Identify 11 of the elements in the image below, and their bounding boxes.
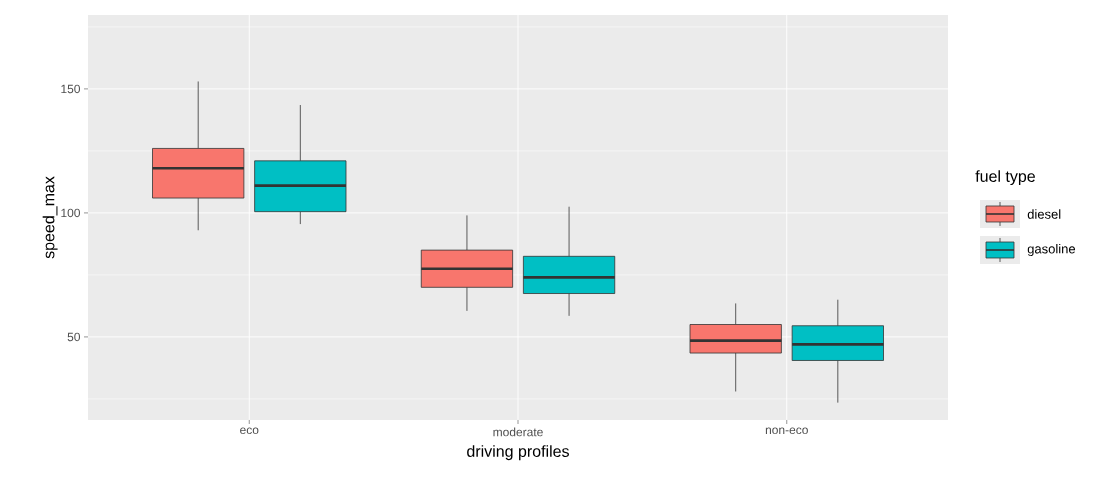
x-axis-title: driving profiles [467,445,569,461]
legend-label: gasoline [1027,243,1076,257]
legend-title: fuel type [975,170,1035,186]
y-axis-title: speed_max [42,176,58,259]
x-tick-label: eco [240,427,259,435]
x-tick-label: non-eco [765,427,808,435]
y-tick-label: 150 [61,84,80,94]
x-tick-label: moderate [493,427,543,437]
y-tick-label: 50 [67,332,80,342]
y-tick-label: 100 [61,208,80,218]
legend-label: diesel [1027,209,1061,219]
